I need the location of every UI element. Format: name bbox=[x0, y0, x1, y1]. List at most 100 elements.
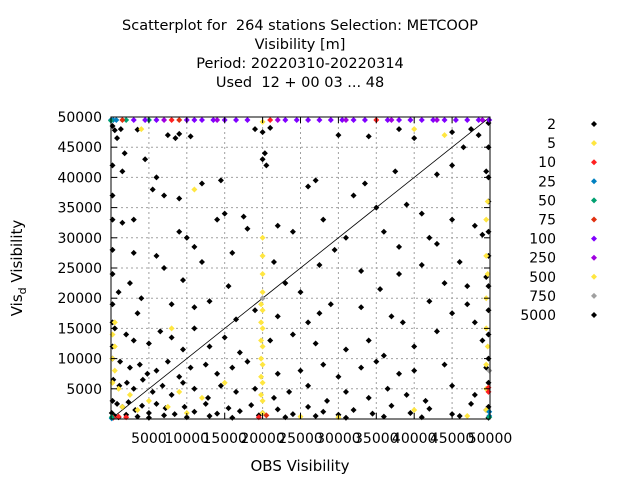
point-series-500 bbox=[258, 391, 265, 398]
point-series-500 bbox=[109, 331, 116, 338]
point-series-2 bbox=[305, 183, 312, 190]
point-series-2 bbox=[479, 337, 486, 344]
point-series-2 bbox=[396, 370, 403, 377]
point-series-2 bbox=[305, 403, 312, 410]
data-points bbox=[108, 117, 493, 422]
point-series-2 bbox=[365, 133, 372, 140]
point-series-5 bbox=[115, 385, 122, 392]
point-series-75 bbox=[119, 117, 126, 124]
point-series-5000 bbox=[399, 319, 406, 326]
point-series-2 bbox=[342, 388, 349, 395]
title-line-1: Scatterplot for 264 stations Selection: … bbox=[122, 18, 478, 34]
legend-label: 5000 bbox=[520, 308, 556, 324]
point-series-100 bbox=[142, 117, 149, 124]
point-series-2 bbox=[225, 405, 232, 412]
point-series-10 bbox=[267, 117, 274, 124]
point-series-2 bbox=[403, 201, 410, 208]
point-series-2 bbox=[483, 364, 490, 371]
point-series-2 bbox=[161, 412, 168, 419]
point-series-2 bbox=[187, 133, 194, 140]
x-tick-label: 50000 bbox=[468, 431, 513, 447]
point-series-5 bbox=[191, 186, 198, 193]
point-series-2 bbox=[229, 364, 236, 371]
y-tick-label: 35000 bbox=[57, 201, 102, 217]
point-series-5 bbox=[126, 391, 133, 398]
point-series-100 bbox=[486, 117, 493, 124]
point-series-2 bbox=[109, 246, 116, 253]
point-series-100 bbox=[339, 117, 346, 124]
legend-label: 750 bbox=[529, 289, 556, 305]
point-series-2 bbox=[108, 409, 115, 416]
point-series-2 bbox=[261, 150, 268, 157]
point-series-5000 bbox=[441, 280, 448, 287]
point-series-2 bbox=[471, 319, 478, 326]
point-series-2 bbox=[187, 364, 194, 371]
point-series-2 bbox=[449, 216, 456, 223]
point-series-2 bbox=[164, 358, 171, 365]
point-series-500 bbox=[484, 271, 491, 278]
point-series-2 bbox=[426, 298, 433, 305]
point-series-250 bbox=[161, 117, 168, 124]
point-series-5 bbox=[259, 325, 266, 332]
point-series-5000 bbox=[361, 180, 368, 187]
point-series-2 bbox=[119, 219, 126, 226]
point-series-2 bbox=[244, 225, 251, 232]
point-series-500 bbox=[258, 319, 265, 326]
point-series-2 bbox=[365, 337, 372, 344]
point-series-2 bbox=[134, 126, 141, 133]
point-series-2 bbox=[157, 328, 164, 335]
diagonal-line bbox=[110, 116, 491, 420]
point-series-2 bbox=[153, 174, 160, 181]
point-series-250 bbox=[388, 117, 395, 124]
point-series-100 bbox=[130, 117, 137, 124]
point-series-2 bbox=[373, 358, 380, 365]
point-series-2 bbox=[471, 391, 478, 398]
point-series-2 bbox=[433, 328, 440, 335]
point-series-2 bbox=[396, 271, 403, 278]
point-series-100 bbox=[153, 117, 160, 124]
legend-label: 500 bbox=[529, 270, 556, 286]
point-series-2 bbox=[191, 325, 198, 332]
point-series-2 bbox=[109, 397, 116, 404]
point-series-2 bbox=[109, 301, 116, 308]
point-series-2 bbox=[109, 192, 116, 199]
point-series-2 bbox=[327, 301, 334, 308]
point-series-2 bbox=[449, 382, 456, 389]
point-series-5 bbox=[259, 234, 266, 241]
point-series-2 bbox=[139, 376, 146, 383]
point-series-2 bbox=[358, 304, 365, 311]
point-series-2 bbox=[418, 261, 425, 268]
point-series-2 bbox=[153, 367, 160, 374]
point-series-2 bbox=[411, 367, 418, 374]
point-series-2 bbox=[297, 367, 304, 374]
y-tick-label: 45000 bbox=[57, 140, 102, 156]
point-series-5 bbox=[111, 367, 118, 374]
point-series-5 bbox=[145, 397, 152, 404]
point-series-2 bbox=[289, 411, 296, 418]
point-series-2 bbox=[426, 405, 433, 412]
point-series-5000 bbox=[396, 243, 403, 250]
point-series-5 bbox=[176, 388, 183, 395]
point-series-2 bbox=[282, 280, 289, 287]
point-series-2 bbox=[350, 192, 357, 199]
point-series-2 bbox=[274, 222, 281, 229]
point-series-2 bbox=[479, 231, 486, 238]
point-series-250 bbox=[433, 117, 440, 124]
point-series-100 bbox=[305, 117, 312, 124]
point-series-2 bbox=[149, 388, 156, 395]
legend-marker bbox=[591, 273, 597, 280]
point-series-2 bbox=[369, 410, 376, 417]
point-series-2 bbox=[483, 168, 490, 175]
point-series-2 bbox=[464, 283, 471, 290]
point-series-100 bbox=[475, 117, 482, 124]
point-series-2 bbox=[123, 331, 130, 338]
point-series-5000 bbox=[217, 177, 224, 184]
point-series-2 bbox=[263, 162, 270, 169]
point-series-250 bbox=[479, 117, 486, 124]
point-series-100 bbox=[198, 117, 205, 124]
y-axis-label-tail: Visibility bbox=[8, 220, 26, 288]
point-series-100 bbox=[233, 117, 240, 124]
point-series-2 bbox=[468, 126, 475, 133]
point-series-5000 bbox=[270, 258, 277, 265]
